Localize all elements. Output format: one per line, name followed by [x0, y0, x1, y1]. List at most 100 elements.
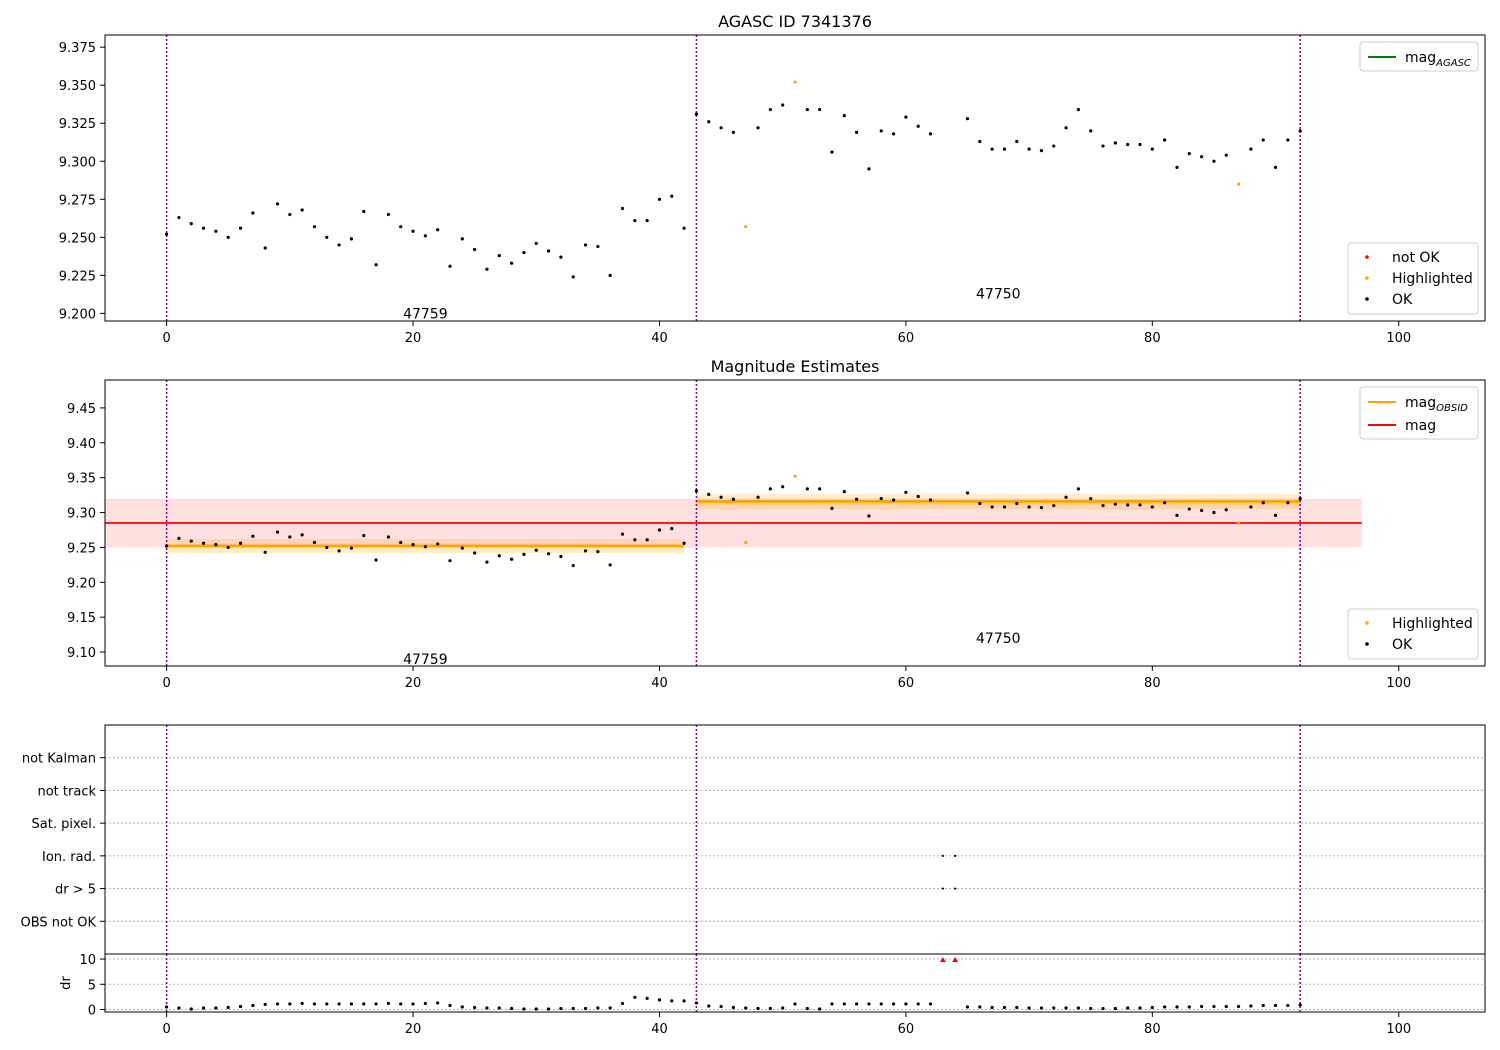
- data-point-highlighted: [744, 540, 748, 545]
- data-point-ok: [1052, 1006, 1056, 1010]
- data-point-ok: [768, 1006, 772, 1011]
- data-point-ok: [411, 1002, 415, 1006]
- data-point-highlighted: [1236, 182, 1241, 186]
- data-point-ok: [189, 1007, 193, 1011]
- data-point-ok: [707, 1004, 711, 1008]
- data-point-ok: [1261, 138, 1265, 142]
- data-point-ok: [1101, 503, 1105, 508]
- data-point-ok: [201, 226, 206, 230]
- data-point-ok: [1273, 165, 1278, 169]
- data-point-ok: [583, 1006, 588, 1011]
- axes-frame: [104, 379, 1486, 667]
- data-point-ok: [510, 261, 514, 265]
- y-tick-label: 9.375: [59, 41, 96, 56]
- data-point-ok: [879, 1002, 883, 1006]
- data-point-ok: [275, 202, 280, 206]
- data-point-ok: [620, 206, 625, 211]
- data-point-ok: [1076, 487, 1080, 491]
- y-tick-label: 9.35: [67, 472, 96, 487]
- data-point-ok: [312, 540, 317, 545]
- data-point-ok: [805, 107, 809, 112]
- data-point-ok: [300, 1001, 304, 1006]
- data-point-ok: [744, 1006, 748, 1010]
- data-point-dr-5: [939, 957, 946, 963]
- data-point-ok: [596, 244, 600, 249]
- data-point-ok: [1286, 138, 1290, 142]
- x-tick-label: 80: [1144, 331, 1161, 346]
- data-point-ok: [288, 212, 292, 217]
- data-point-ok: [386, 1001, 390, 1006]
- legend-point-swatch: [1365, 255, 1369, 259]
- data-point-ok: [165, 232, 169, 236]
- data-point-ok: [608, 563, 612, 567]
- legend-label: mag: [1405, 418, 1436, 434]
- data-point-ok: [978, 139, 982, 144]
- data-point-ok: [1261, 501, 1265, 505]
- data-point-ok: [1101, 1006, 1105, 1011]
- x-tick-label: 100: [1386, 676, 1411, 691]
- data-point-ok: [275, 1002, 280, 1006]
- data-point-ok: [818, 487, 822, 491]
- data-point-ok: [879, 496, 883, 501]
- data-point-ok: [1163, 138, 1167, 142]
- data-point-ok: [522, 250, 526, 255]
- data-point-ok: [1298, 496, 1302, 501]
- data-point-ok: [891, 498, 896, 502]
- data-point-ok: [583, 243, 588, 247]
- data-point-ok: [251, 1003, 255, 1008]
- data-point-ok: [867, 514, 871, 518]
- data-point-ok: [312, 225, 317, 229]
- data-point-ok: [707, 120, 711, 124]
- data-point-ok: [1113, 141, 1117, 145]
- data-point-ok: [855, 130, 859, 134]
- y-axis-label: dr: [59, 976, 74, 990]
- x-tick-label: 100: [1386, 1022, 1411, 1037]
- axes-frame: [104, 34, 1486, 322]
- x-tick-label: 0: [162, 331, 170, 346]
- legend-frame: [1359, 41, 1479, 72]
- data-point-ok: [214, 1006, 218, 1010]
- data-point-ok: [891, 1002, 896, 1006]
- x-tick-label: 20: [405, 1022, 422, 1037]
- data-point-ok: [571, 563, 575, 568]
- data-point-ok: [362, 1002, 366, 1006]
- data-point-ok: [670, 999, 674, 1003]
- data-point-ok: [620, 532, 625, 536]
- data-point-ok: [1286, 1003, 1290, 1008]
- data-point-ok: [1039, 506, 1044, 510]
- data-point-ok: [510, 557, 514, 561]
- data-point-ok: [768, 107, 772, 112]
- data-point-ok: [1052, 144, 1056, 148]
- data-point-ok: [214, 229, 218, 233]
- data-point-ok: [818, 1007, 822, 1011]
- x-tick-label: 40: [651, 331, 668, 346]
- data-point-highlighted: [793, 474, 797, 478]
- data-point-ok: [1101, 144, 1105, 148]
- data-point-ok: [965, 117, 970, 121]
- data-point-ok: [165, 544, 169, 548]
- data-point-ok: [1015, 1005, 1019, 1010]
- data-point-ok: [855, 497, 859, 501]
- legend-point-swatch: [1365, 297, 1369, 301]
- data-point-ok: [374, 263, 378, 267]
- data-point-ok: [867, 167, 871, 171]
- data-point-ok: [928, 498, 933, 502]
- data-point-ok: [719, 126, 723, 130]
- data-point-ok: [830, 506, 834, 510]
- data-point-ok: [386, 212, 390, 217]
- data-point-ok: [510, 1006, 514, 1011]
- data-point-ok: [781, 103, 785, 107]
- data-point-ok: [1015, 139, 1019, 144]
- data-point-ok: [1187, 507, 1191, 511]
- data-point-ok: [214, 543, 218, 547]
- data-point-ok: [756, 495, 760, 499]
- data-point-ok: [300, 208, 304, 212]
- data-point-dr-5: [952, 957, 959, 963]
- data-point-ok: [288, 1002, 292, 1006]
- data-point-ok: [1039, 1006, 1044, 1010]
- data-point-ok: [965, 1005, 970, 1009]
- data-point-ok: [657, 528, 662, 532]
- legend-point-swatch: [1365, 642, 1369, 646]
- legend-frame: [1347, 608, 1479, 660]
